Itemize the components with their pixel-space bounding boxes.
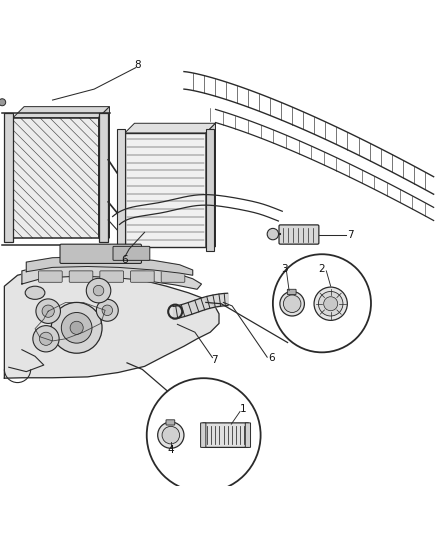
FancyBboxPatch shape bbox=[69, 271, 93, 282]
Polygon shape bbox=[4, 271, 219, 378]
Circle shape bbox=[0, 99, 6, 106]
FancyBboxPatch shape bbox=[113, 246, 150, 260]
Circle shape bbox=[39, 332, 53, 345]
Circle shape bbox=[70, 321, 83, 334]
Circle shape bbox=[283, 295, 301, 312]
Polygon shape bbox=[22, 264, 201, 289]
FancyBboxPatch shape bbox=[39, 271, 62, 282]
Ellipse shape bbox=[25, 286, 45, 300]
Circle shape bbox=[158, 422, 184, 448]
Polygon shape bbox=[125, 123, 215, 133]
Circle shape bbox=[314, 287, 347, 320]
Text: 4: 4 bbox=[167, 446, 174, 456]
Circle shape bbox=[102, 305, 113, 316]
Circle shape bbox=[86, 278, 111, 303]
Polygon shape bbox=[206, 123, 215, 247]
FancyBboxPatch shape bbox=[206, 128, 214, 251]
Text: 6: 6 bbox=[121, 255, 128, 265]
Text: 8: 8 bbox=[134, 60, 141, 70]
Circle shape bbox=[267, 229, 279, 240]
FancyBboxPatch shape bbox=[125, 133, 206, 247]
FancyBboxPatch shape bbox=[245, 423, 251, 447]
FancyBboxPatch shape bbox=[287, 289, 296, 295]
FancyBboxPatch shape bbox=[201, 423, 206, 447]
FancyBboxPatch shape bbox=[131, 271, 154, 282]
Circle shape bbox=[147, 378, 261, 492]
Text: 6: 6 bbox=[268, 353, 275, 364]
Text: 1: 1 bbox=[240, 404, 247, 414]
Circle shape bbox=[33, 326, 59, 352]
Text: 7: 7 bbox=[211, 355, 218, 365]
Circle shape bbox=[96, 300, 118, 321]
FancyBboxPatch shape bbox=[99, 113, 108, 243]
Text: 7: 7 bbox=[347, 230, 354, 240]
Circle shape bbox=[280, 292, 304, 316]
FancyBboxPatch shape bbox=[166, 420, 175, 425]
Polygon shape bbox=[26, 257, 193, 275]
FancyBboxPatch shape bbox=[117, 128, 125, 251]
FancyBboxPatch shape bbox=[100, 271, 124, 282]
FancyBboxPatch shape bbox=[279, 225, 319, 244]
Circle shape bbox=[273, 254, 371, 352]
FancyBboxPatch shape bbox=[13, 118, 99, 238]
Polygon shape bbox=[99, 107, 110, 238]
Circle shape bbox=[93, 285, 104, 296]
Text: 2: 2 bbox=[318, 264, 325, 273]
FancyBboxPatch shape bbox=[60, 244, 141, 263]
Text: 3: 3 bbox=[281, 264, 288, 273]
Circle shape bbox=[324, 297, 338, 311]
Circle shape bbox=[42, 305, 54, 317]
Circle shape bbox=[51, 302, 102, 353]
Circle shape bbox=[36, 299, 60, 324]
Polygon shape bbox=[13, 107, 110, 118]
Circle shape bbox=[61, 312, 92, 343]
Circle shape bbox=[318, 292, 343, 316]
FancyBboxPatch shape bbox=[202, 423, 249, 447]
FancyBboxPatch shape bbox=[161, 271, 185, 282]
Circle shape bbox=[162, 426, 180, 444]
FancyBboxPatch shape bbox=[4, 113, 13, 243]
